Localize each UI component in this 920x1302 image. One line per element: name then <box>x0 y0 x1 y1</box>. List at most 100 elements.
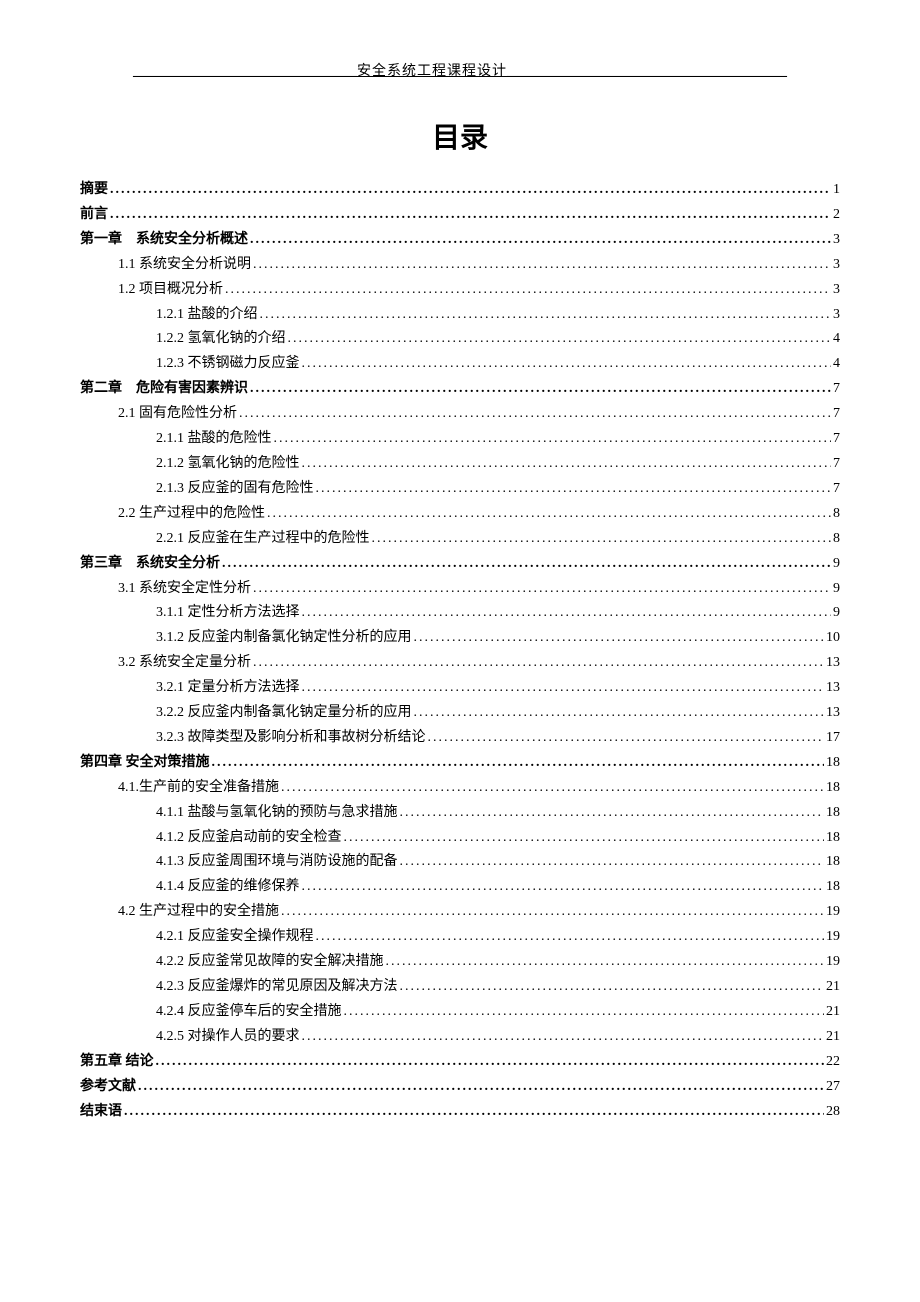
toc-page: 13 <box>826 676 840 701</box>
toc-row: 4.1.2 反应釜启动前的安全检查18 <box>80 826 840 851</box>
toc-page: 18 <box>826 801 840 826</box>
header-underline-left: ________________________________ <box>133 64 357 79</box>
toc-label: 4.2.3 反应釜爆炸的常见原因及解决方法 <box>156 975 398 1000</box>
toc-leader <box>253 577 831 602</box>
toc-page: 19 <box>826 925 840 950</box>
toc-page: 9 <box>833 601 840 626</box>
toc-row: 4.2.1 反应釜安全操作规程19 <box>80 925 840 950</box>
toc-page: 3 <box>833 278 840 303</box>
toc-label: 4.2.4 反应釜停车后的安全措施 <box>156 1000 342 1025</box>
toc-leader <box>138 1075 824 1100</box>
toc-leader <box>274 427 832 452</box>
toc-leader <box>316 925 825 950</box>
toc-leader <box>316 477 832 502</box>
toc-row: 3.1 系统安全定性分析9 <box>80 577 840 602</box>
toc-leader <box>302 875 825 900</box>
toc: 摘要1前言2第一章 系统安全分析概述31.1 系统安全分析说明31.2 项目概况… <box>80 178 840 1124</box>
toc-label: 4.1.1 盐酸与氢氧化钠的预防与急求措施 <box>156 801 398 826</box>
toc-row: 3.2.2 反应釜内制备氯化钠定量分析的应用13 <box>80 701 840 726</box>
toc-leader <box>110 203 831 228</box>
toc-leader <box>281 900 824 925</box>
toc-page: 8 <box>833 502 840 527</box>
toc-row: 第四章 安全对策措施 18 <box>80 751 840 776</box>
toc-leader <box>400 801 825 826</box>
toc-leader <box>281 776 824 801</box>
toc-row: 3.2.3 故障类型及影响分析和事故树分析结论17 <box>80 726 840 751</box>
toc-label: 第一章 系统安全分析概述 <box>80 228 248 253</box>
header-underline-right: ________________________________________ <box>507 64 787 79</box>
toc-row: 4.1.生产前的安全准备措施18 <box>80 776 840 801</box>
toc-leader <box>288 327 832 352</box>
toc-page: 2 <box>833 203 840 228</box>
toc-label: 3.1.2 反应釜内制备氯化钠定性分析的应用 <box>156 626 412 651</box>
header-text: 安全系统工程课程设计 <box>357 64 507 79</box>
page-title: 目录 <box>80 116 840 156</box>
toc-page: 18 <box>826 850 840 875</box>
toc-label: 摘要 <box>80 178 108 203</box>
toc-row: 2.1.3 反应釜的固有危险性7 <box>80 477 840 502</box>
toc-leader <box>344 826 825 851</box>
toc-row: 第五章 结论22 <box>80 1050 840 1075</box>
toc-page: 18 <box>826 751 840 776</box>
toc-leader <box>414 701 825 726</box>
toc-leader <box>344 1000 825 1025</box>
toc-label: 参考文献 <box>80 1075 136 1100</box>
toc-leader <box>302 452 832 477</box>
toc-label: 3.1.1 定性分析方法选择 <box>156 601 300 626</box>
toc-row: 1.1 系统安全分析说明 3 <box>80 253 840 278</box>
toc-leader <box>400 975 825 1000</box>
toc-label: 前言 <box>80 203 108 228</box>
toc-leader <box>124 1100 824 1125</box>
toc-leader <box>302 1025 825 1050</box>
toc-row: 2.2.1 反应釜在生产过程中的危险性8 <box>80 527 840 552</box>
toc-page: 13 <box>826 701 840 726</box>
toc-leader <box>253 253 831 278</box>
toc-row: 第一章 系统安全分析概述 3 <box>80 228 840 253</box>
toc-row: 4.1.4 反应釜的维修保养18 <box>80 875 840 900</box>
toc-page: 4 <box>833 352 840 377</box>
toc-label: 1.2.2 氢氧化钠的介绍 <box>156 327 286 352</box>
toc-leader <box>372 527 832 552</box>
toc-row: 3.2 系统安全定量分析13 <box>80 651 840 676</box>
toc-page: 3 <box>833 253 840 278</box>
toc-page: 10 <box>826 626 840 651</box>
toc-label: 4.1.4 反应釜的维修保养 <box>156 875 300 900</box>
toc-page: 3 <box>833 228 840 253</box>
toc-leader <box>250 377 831 402</box>
toc-row: 1.2.3 不锈钢磁力反应釜4 <box>80 352 840 377</box>
toc-leader <box>156 1050 825 1075</box>
page: ________________________________安全系统工程课程… <box>0 0 920 1302</box>
toc-leader <box>428 726 825 751</box>
toc-page: 19 <box>826 950 840 975</box>
toc-label: 1.1 系统安全分析说明 <box>118 253 251 278</box>
toc-label: 2.1 固有危险性分析 <box>118 402 237 427</box>
toc-row: 2.1.1 盐酸的危险性7 <box>80 427 840 452</box>
toc-row: 4.2.4 反应釜停车后的安全措施21 <box>80 1000 840 1025</box>
toc-label: 3.2 系统安全定量分析 <box>118 651 251 676</box>
toc-leader <box>386 950 825 975</box>
toc-page: 21 <box>826 1025 840 1050</box>
toc-leader <box>302 676 825 701</box>
toc-row: 4.1.3 反应釜周围环境与消防设施的配备 18 <box>80 850 840 875</box>
toc-label: 3.1 系统安全定性分析 <box>118 577 251 602</box>
toc-page: 7 <box>833 452 840 477</box>
toc-page: 7 <box>833 427 840 452</box>
toc-page: 18 <box>826 826 840 851</box>
toc-label: 第四章 安全对策措施 <box>80 751 210 776</box>
toc-row: 摘要1 <box>80 178 840 203</box>
toc-page: 22 <box>826 1050 840 1075</box>
toc-leader <box>414 626 825 651</box>
toc-label: 4.1.3 反应釜周围环境与消防设施的配备 <box>156 850 398 875</box>
toc-page: 8 <box>833 527 840 552</box>
toc-label: 结束语 <box>80 1100 122 1125</box>
toc-page: 19 <box>826 900 840 925</box>
toc-row: 结束语28 <box>80 1100 840 1125</box>
toc-leader <box>253 651 824 676</box>
toc-label: 第二章 危险有害因素辨识 <box>80 377 248 402</box>
toc-label: 3.2.3 故障类型及影响分析和事故树分析结论 <box>156 726 426 751</box>
toc-leader <box>239 402 831 427</box>
page-header: ________________________________安全系统工程课程… <box>80 60 840 80</box>
toc-page: 7 <box>833 377 840 402</box>
toc-leader <box>222 552 831 577</box>
toc-label: 4.2.2 反应釜常见故障的安全解决措施 <box>156 950 384 975</box>
